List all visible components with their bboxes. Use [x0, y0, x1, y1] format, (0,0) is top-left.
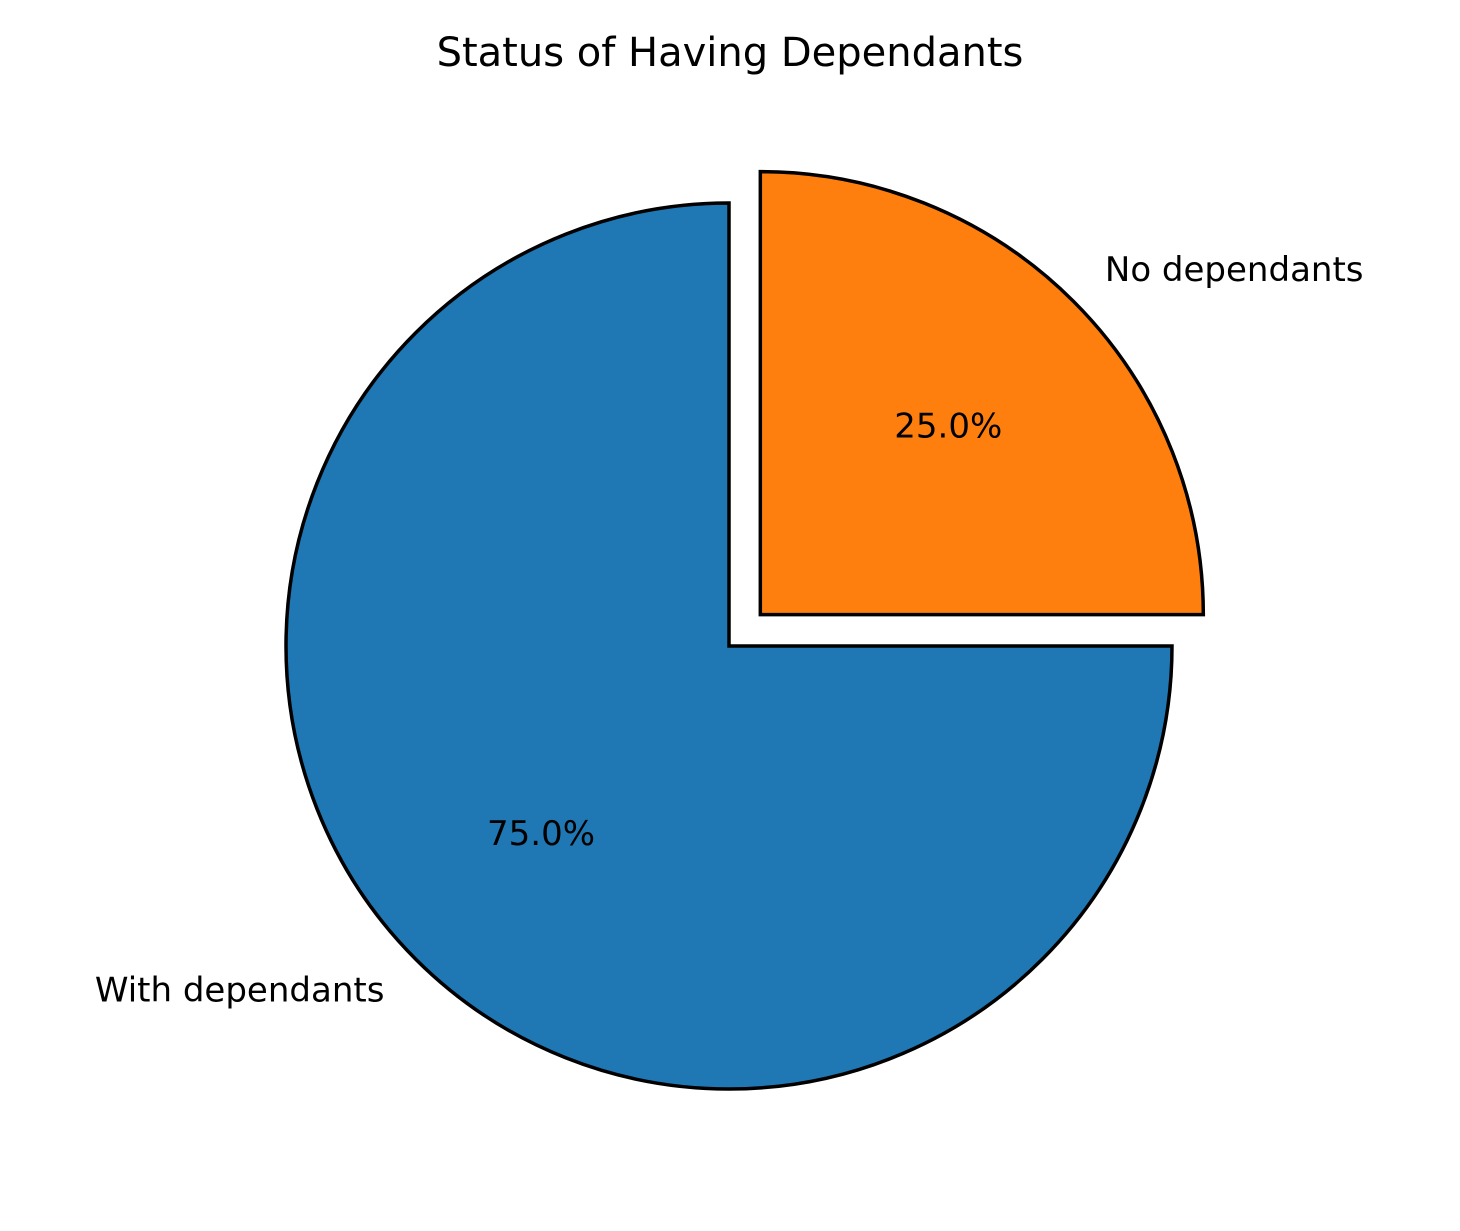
pie-category-label: No dependants [1105, 250, 1364, 290]
pie-pct-label: 25.0% [894, 407, 1002, 447]
pie-category-label: With dependants [95, 971, 385, 1011]
pie-slice-with-dependants [284, 201, 1174, 1091]
pie-labels: 25.0% No dependants 75.0% With dependants [95, 250, 1364, 1010]
pie-slices [284, 169, 1206, 1091]
chart-title: Status of Having Dependants [437, 30, 1024, 76]
pie-slice-no-dependants [758, 169, 1206, 617]
pie-pct-label: 75.0% [487, 814, 595, 854]
